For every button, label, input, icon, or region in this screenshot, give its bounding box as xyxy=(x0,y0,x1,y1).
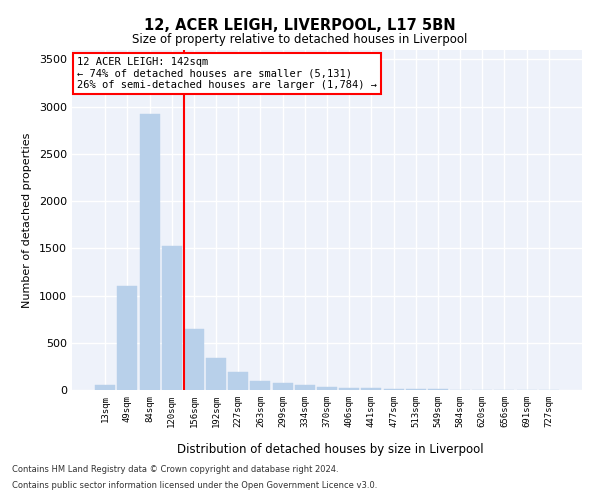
Bar xyxy=(95,385,115,390)
Bar xyxy=(162,246,182,390)
Bar xyxy=(228,372,248,390)
Text: Distribution of detached houses by size in Liverpool: Distribution of detached houses by size … xyxy=(176,442,484,456)
Text: 12 ACER LEIGH: 142sqm
← 74% of detached houses are smaller (5,131)
26% of semi-d: 12 ACER LEIGH: 142sqm ← 74% of detached … xyxy=(77,57,377,90)
Bar xyxy=(206,358,226,390)
Bar xyxy=(406,389,426,390)
Text: Contains HM Land Registry data © Crown copyright and database right 2024.: Contains HM Land Registry data © Crown c… xyxy=(12,466,338,474)
Bar xyxy=(428,389,448,390)
Bar xyxy=(118,286,137,390)
Text: Contains public sector information licensed under the Open Government Licence v3: Contains public sector information licen… xyxy=(12,480,377,490)
Bar xyxy=(383,388,404,390)
Text: 12, ACER LEIGH, LIVERPOOL, L17 5BN: 12, ACER LEIGH, LIVERPOOL, L17 5BN xyxy=(144,18,456,32)
Bar xyxy=(361,388,382,390)
Y-axis label: Number of detached properties: Number of detached properties xyxy=(22,132,32,308)
Bar xyxy=(295,385,315,390)
Bar xyxy=(339,388,359,390)
Bar xyxy=(140,114,160,390)
Text: Size of property relative to detached houses in Liverpool: Size of property relative to detached ho… xyxy=(133,32,467,46)
Bar xyxy=(184,328,204,390)
Bar xyxy=(250,381,271,390)
Bar xyxy=(272,384,293,390)
Bar xyxy=(317,386,337,390)
